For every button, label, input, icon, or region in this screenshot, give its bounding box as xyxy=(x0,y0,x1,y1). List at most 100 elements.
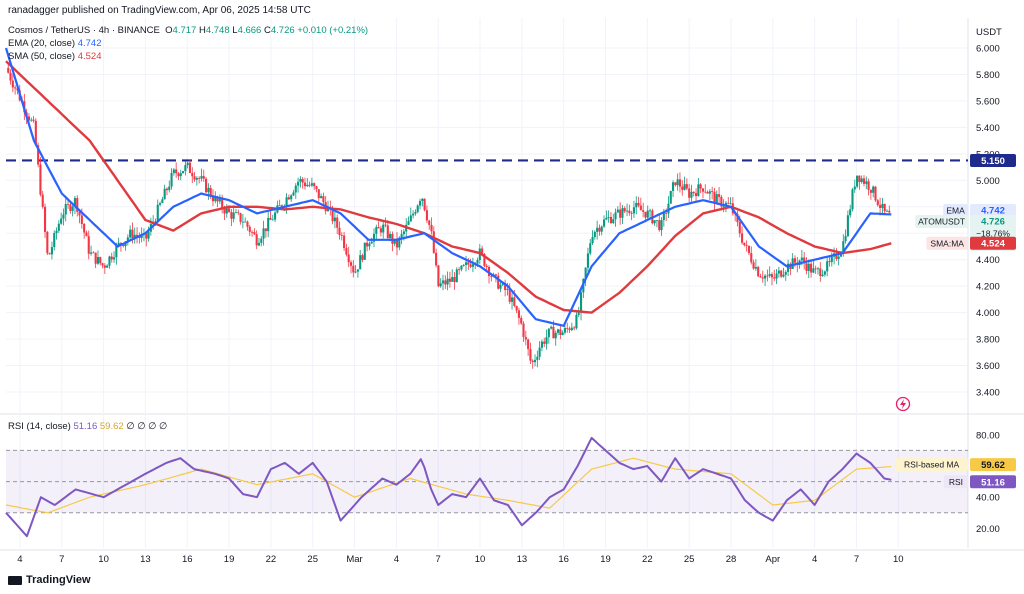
close-value: 4.726 xyxy=(270,25,295,36)
candle-body xyxy=(389,233,392,239)
candle-body xyxy=(136,234,139,237)
price-tick-label: 3.600 xyxy=(976,361,1000,372)
candle-body xyxy=(780,270,783,277)
candle-body xyxy=(292,192,295,196)
candle-body xyxy=(681,186,684,190)
candle-body xyxy=(667,203,670,214)
lightning-icon-glyph xyxy=(900,399,906,409)
candle-body xyxy=(550,326,553,329)
candle-body xyxy=(446,278,449,285)
candle-body xyxy=(186,162,189,166)
candle-body xyxy=(554,332,557,339)
rsi-ma-tag-name: RSI-based MA xyxy=(904,460,960,470)
candle-body xyxy=(513,297,516,306)
candle-body xyxy=(94,252,97,264)
candle-body xyxy=(637,202,640,206)
candle-body xyxy=(540,341,543,348)
candle-body xyxy=(407,221,410,225)
candle-body xyxy=(460,265,463,270)
time-tick-label: Mar xyxy=(346,554,362,565)
candle-body xyxy=(99,257,102,264)
tradingview-logo-icon xyxy=(8,575,22,585)
candle-body xyxy=(66,204,70,205)
candle-body xyxy=(547,328,550,338)
rsi-tag-value: 51.16 xyxy=(981,477,1005,488)
symbol-name: Cosmos / TetherUS · 4h · BINANCE xyxy=(8,25,160,36)
candle-body xyxy=(865,181,868,184)
sma-legend: SMA (50, close) 4.524 xyxy=(8,51,102,62)
candle-body xyxy=(793,258,797,263)
ema-legend-value: 4.742 xyxy=(77,38,102,49)
candle-body xyxy=(561,332,564,335)
candle-body xyxy=(761,277,764,279)
candle-body xyxy=(605,217,608,220)
candle-body xyxy=(828,261,831,263)
candle-body xyxy=(874,186,877,201)
candle-body xyxy=(552,326,555,339)
candle-body xyxy=(352,265,355,273)
candle-body xyxy=(377,227,380,229)
candle-body xyxy=(299,179,302,182)
candle-body xyxy=(154,221,157,223)
candle-body xyxy=(464,262,468,265)
candle-body xyxy=(722,206,725,207)
sma-tag-value: 4.524 xyxy=(981,238,1005,249)
candle-body xyxy=(168,186,171,191)
candle-body xyxy=(315,186,318,190)
candle-body xyxy=(285,197,288,207)
candle-body xyxy=(340,235,343,236)
candle-body xyxy=(101,263,104,266)
candle-body xyxy=(777,270,780,274)
candle-body xyxy=(110,256,113,260)
candle-body xyxy=(418,200,422,206)
candle-body xyxy=(262,228,265,239)
time-tick-label: 4 xyxy=(17,554,22,565)
candle-body xyxy=(34,120,37,146)
candle-body xyxy=(669,190,672,204)
candle-body xyxy=(257,242,261,246)
candle-body xyxy=(775,273,778,279)
time-tick-label: 16 xyxy=(558,554,569,565)
candle-body xyxy=(191,172,194,177)
rsi-ma-line xyxy=(5,457,892,514)
candle-body xyxy=(64,204,67,215)
candle-body xyxy=(849,209,852,216)
candle-body xyxy=(269,217,272,220)
candle-body xyxy=(768,274,771,276)
rsi-legend-value: 51.16 xyxy=(73,421,98,432)
candle-body xyxy=(113,257,116,260)
candle-body xyxy=(805,263,808,271)
candle-body xyxy=(333,217,336,222)
candle-body xyxy=(60,218,63,224)
price-tick-label: 4.200 xyxy=(976,282,1000,293)
candle-body xyxy=(255,234,258,246)
candle-body xyxy=(14,87,17,89)
candle-body xyxy=(53,232,56,248)
candle-body xyxy=(508,289,511,302)
candle-body xyxy=(9,72,12,81)
price-tick-label: 4.400 xyxy=(976,255,1000,266)
candle-body xyxy=(568,328,571,331)
candle-body xyxy=(106,265,109,268)
candle-body xyxy=(844,236,847,242)
candle-body xyxy=(430,224,433,232)
candle-body xyxy=(27,116,30,121)
candle-body xyxy=(621,208,624,218)
candle-body xyxy=(485,265,488,267)
time-tick-label: 10 xyxy=(475,554,486,565)
candle-body xyxy=(655,220,659,221)
candle-body xyxy=(402,231,405,235)
candle-body xyxy=(720,196,723,207)
candle-body xyxy=(398,237,401,248)
candle-body xyxy=(823,271,826,275)
candle-body xyxy=(499,284,502,289)
candle-body xyxy=(757,266,760,277)
ema-tag-name: EMA xyxy=(946,205,965,215)
candle-body xyxy=(688,188,691,198)
candle-body xyxy=(244,221,247,223)
candle-body xyxy=(881,203,884,208)
candle-body xyxy=(354,271,357,273)
candle-body xyxy=(366,242,369,247)
candle-body xyxy=(246,221,249,227)
